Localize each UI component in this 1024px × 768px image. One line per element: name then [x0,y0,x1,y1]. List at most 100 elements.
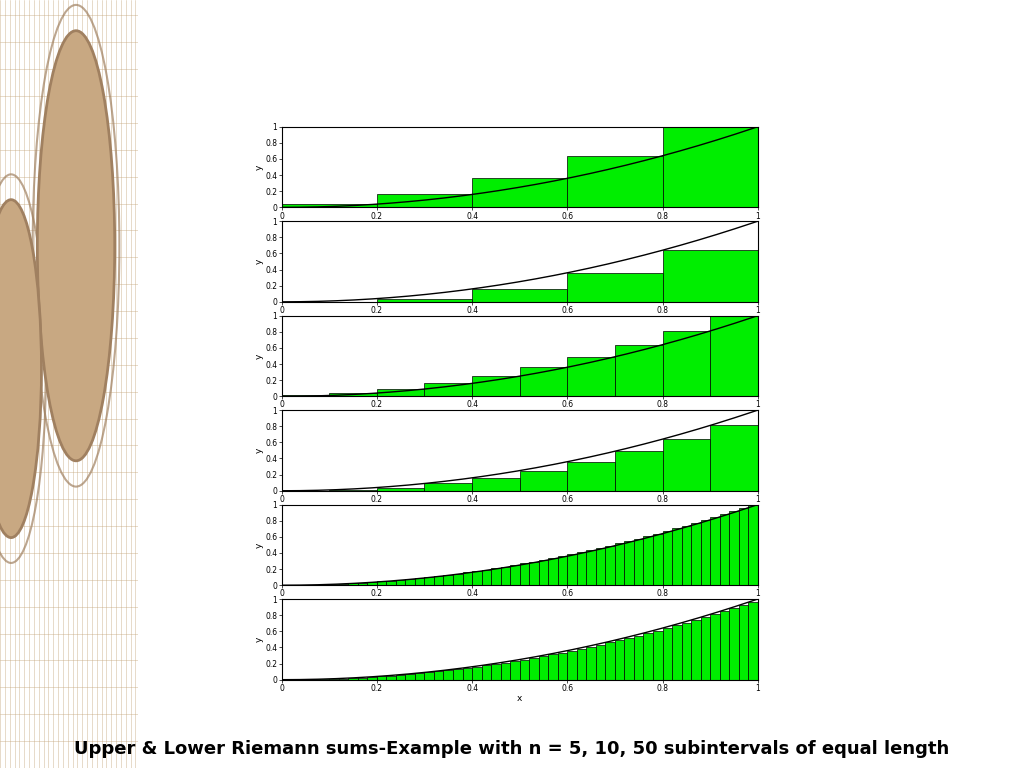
Y-axis label: y: y [255,164,264,170]
X-axis label: x: x [517,505,522,515]
Bar [625,638,634,680]
Bar [520,660,529,680]
Bar [691,620,700,680]
Bar [614,345,663,396]
Y-axis label: y: y [255,353,264,359]
Bar [443,574,453,585]
Bar [548,654,558,680]
Bar [377,677,386,680]
Bar [357,677,368,680]
Bar [453,574,463,585]
X-axis label: x: x [517,316,522,326]
Bar [663,331,711,396]
Bar [425,383,472,396]
Bar [672,528,682,585]
Bar [425,484,472,491]
Bar [663,531,672,585]
Bar [577,552,587,585]
Bar [700,520,710,585]
Bar [520,367,567,396]
Bar [282,204,377,207]
Bar [377,299,472,302]
Bar [492,568,501,585]
Bar [663,439,711,491]
Bar [729,608,738,680]
Bar [357,583,368,585]
Bar [691,523,700,585]
Bar [377,389,424,396]
Bar [330,584,339,585]
Bar [567,273,663,302]
Bar [663,628,672,680]
Bar [663,250,758,302]
Bar [529,658,539,680]
Bar [520,471,567,491]
Bar [738,605,749,680]
Bar [406,579,415,585]
Bar [625,541,634,585]
Bar [492,664,501,680]
Bar [377,581,386,585]
Bar [368,677,377,680]
Bar [472,667,481,680]
Y-axis label: y: y [255,448,264,453]
Bar [749,505,758,585]
Bar [653,631,663,680]
Bar [377,488,424,491]
Y-axis label: y: y [255,542,264,548]
Bar [682,525,691,585]
Bar [368,582,377,585]
X-axis label: x: x [517,694,522,703]
Bar [520,564,529,585]
Bar [330,679,339,680]
X-axis label: x: x [517,411,522,420]
Bar [348,678,357,680]
Bar [339,584,348,585]
Bar [472,571,481,585]
Bar [738,508,749,585]
Bar [567,156,663,207]
Bar [567,462,614,491]
Bar [567,650,577,680]
X-axis label: x: x [517,600,522,609]
Bar [539,560,548,585]
Bar [481,570,492,585]
Bar [711,425,758,491]
Bar [711,614,720,680]
Bar [443,670,453,680]
Bar [614,544,625,585]
Y-axis label: y: y [255,259,264,264]
Bar [330,393,377,396]
Bar [529,561,539,585]
Circle shape [0,200,41,538]
Bar [577,649,587,680]
Bar [605,642,614,680]
Circle shape [37,31,115,461]
Bar [614,452,663,491]
Bar [672,625,682,680]
Bar [663,127,758,207]
Bar [434,671,443,680]
Bar [348,583,357,585]
Bar [634,538,643,585]
Bar [386,581,396,585]
Bar [510,661,519,680]
Bar [558,653,567,680]
Bar [567,554,577,585]
Bar [605,546,614,585]
X-axis label: x: x [517,222,522,231]
Bar [472,376,520,396]
Y-axis label: y: y [255,637,264,642]
Bar [729,511,738,585]
Bar [377,194,472,207]
Text: Upper & Lower Riemann sums-Example with n = 5, 10, 50 subintervals of equal leng: Upper & Lower Riemann sums-Example with … [75,740,949,758]
Bar [481,665,492,680]
Bar [634,636,643,680]
Bar [386,676,396,680]
Bar [548,558,558,585]
Bar [596,548,605,585]
Bar [415,674,425,680]
Bar [396,580,406,585]
Bar [472,178,567,207]
Bar [406,674,415,680]
